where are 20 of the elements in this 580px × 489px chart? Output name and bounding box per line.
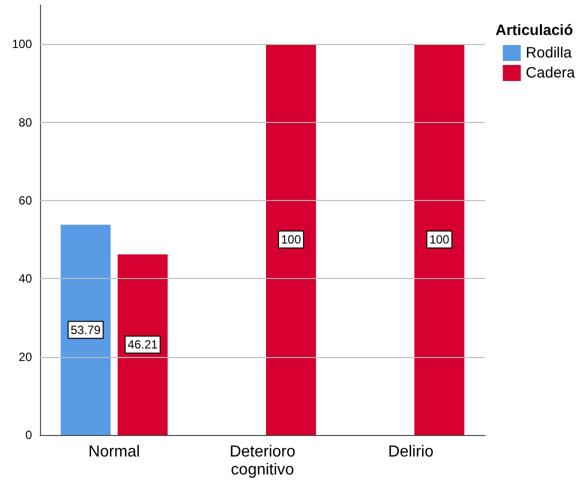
data-label: 100 [429,232,450,247]
legend-label: Cadera [526,64,576,82]
x-tick-label: Normal [88,444,140,460]
legend-label: Rodilla [526,44,572,62]
y-tick-label: 40 [18,272,32,286]
data-label: 100 [280,232,302,247]
y-tick-label: 0 [25,428,32,442]
legend-title: Articulació [495,22,574,39]
x-tick-label: Delirio [388,444,434,460]
y-tick-label: 100 [12,37,32,52]
y-tick-label: 80 [18,115,32,130]
bar [118,254,168,435]
bar [414,44,464,435]
bar [266,44,316,435]
x-tick-label: Deterioro cognitivo [230,444,296,478]
y-tick-label: 20 [18,350,32,364]
y-tick-label: 60 [18,193,32,208]
bar [60,224,111,435]
data-label: 46.21 [128,338,158,352]
data-label: 53.79 [70,322,102,337]
